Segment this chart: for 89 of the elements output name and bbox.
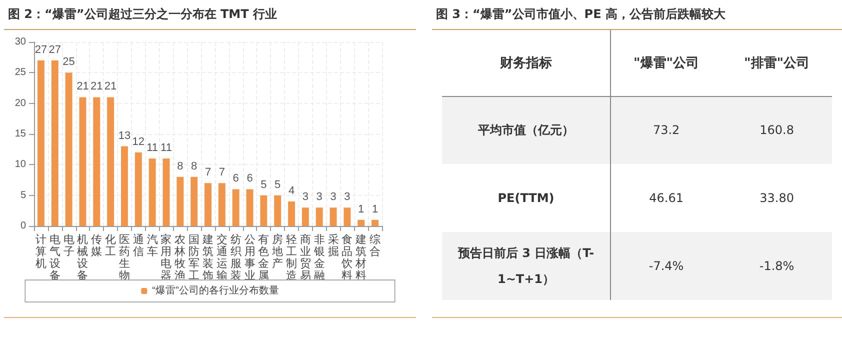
legend-label: “爆雷”公司的各行业分布数量 <box>152 284 279 296</box>
y-tick-label: 30 <box>14 36 26 48</box>
x-tick-label: 传媒 <box>91 234 102 258</box>
data-label: 5 <box>260 178 267 191</box>
data-label: 4 <box>288 184 295 197</box>
bar <box>176 176 184 226</box>
data-label: 7 <box>218 166 225 179</box>
bar <box>162 158 170 226</box>
bar <box>246 189 254 226</box>
data-label: 6 <box>246 172 253 185</box>
x-tick-label: 房地产 <box>271 233 284 270</box>
category-label: 平均市值（亿元） <box>478 123 574 138</box>
y-tick-label: 20 <box>14 98 26 109</box>
data-label: 21 <box>90 80 103 93</box>
bar <box>302 208 309 226</box>
bar <box>107 97 114 226</box>
bar <box>358 220 365 226</box>
data-label: 27 <box>34 44 48 56</box>
data-label: 27 <box>48 44 62 56</box>
x-tick-label: 通信 <box>132 233 144 258</box>
chart-title: 图 2：“爆雷”公司超过三分之一分布在 TMT 行业 <box>4 0 416 30</box>
bar <box>79 97 86 226</box>
data-label: 3 <box>302 191 309 204</box>
data-label: 8 <box>191 160 198 172</box>
category-label: "排雷"公司 <box>743 54 811 73</box>
bar <box>121 146 128 226</box>
category-label: 预告日前后 3 日涨幅（T-1~T+1） <box>458 246 594 286</box>
x-tick-label: 建筑装饰 <box>202 233 214 282</box>
y-tick-label: 15 <box>14 128 26 140</box>
x-tick-label: 电气设备 <box>49 233 60 282</box>
y-tick-label: 10 <box>14 159 26 170</box>
data-label: 3 <box>316 191 322 204</box>
data-label: 5 <box>274 178 281 191</box>
bar <box>288 201 295 226</box>
x-tick-label: 国防军工 <box>188 234 200 282</box>
text: 图 3：“爆雷”公司市值小、PE 高，公告前后跌幅较大 <box>432 0 842 30</box>
bar <box>344 208 351 226</box>
bar <box>134 152 142 226</box>
data-label: 21 <box>76 80 89 93</box>
data-label: 6 <box>232 172 239 185</box>
x-tick-label: 公用事业 <box>244 234 256 282</box>
x-tick-label: 采掘 <box>328 233 339 258</box>
bar <box>330 208 337 226</box>
bar <box>51 60 58 226</box>
bar <box>37 60 44 226</box>
bar <box>93 97 100 226</box>
text: 财务指标 <box>442 30 610 96</box>
bar <box>148 158 156 226</box>
data-label: 11 <box>160 142 172 154</box>
data-label: 21 <box>104 80 117 93</box>
bar <box>190 176 198 226</box>
y-tick-label: 25 <box>14 67 26 78</box>
bar <box>65 72 72 226</box>
bar <box>372 220 379 226</box>
y-tick-label: 0 <box>20 220 26 232</box>
x-tick-label: 机械设备 <box>77 234 88 282</box>
bar <box>260 195 268 226</box>
data-label: 7 <box>204 166 212 179</box>
x-tick-label: 电子 <box>63 233 74 258</box>
data-label: 8 <box>177 160 184 172</box>
data-label: 1 <box>358 203 364 216</box>
data-label: 3 <box>344 191 350 204</box>
bar <box>274 195 282 226</box>
text: 46.61 <box>649 191 684 205</box>
category-label: PE(TTM) <box>498 191 554 205</box>
text: 73.2 <box>652 123 680 138</box>
x-tick-label: 食品饮料 <box>340 234 353 282</box>
bar <box>204 183 212 226</box>
bar <box>232 189 240 226</box>
data-label: 12 <box>132 136 145 148</box>
bar <box>316 208 323 226</box>
category-label: "爆雷"公司 <box>632 54 700 73</box>
x-tick-label: 综合 <box>370 233 381 258</box>
data-label: 25 <box>62 56 75 68</box>
text: -1.8% <box>759 259 794 273</box>
text: -7.4% <box>648 259 684 273</box>
data-label: 13 <box>118 130 131 142</box>
data-label: 3 <box>330 191 336 204</box>
x-tick-label: 建筑材料 <box>354 233 367 282</box>
text: 33.80 <box>760 191 794 205</box>
x-tick-label: 有色金属 <box>258 234 270 282</box>
x-tick-label: 计算机 <box>35 233 46 270</box>
data-label: 1 <box>372 203 378 216</box>
x-tick-label: 汽车 <box>146 234 158 258</box>
x-tick-label: 化工 <box>105 234 116 258</box>
bar <box>218 183 226 226</box>
y-tick-label: 5 <box>20 190 26 201</box>
data-label: 11 <box>146 142 158 154</box>
text: 160.8 <box>760 123 794 138</box>
